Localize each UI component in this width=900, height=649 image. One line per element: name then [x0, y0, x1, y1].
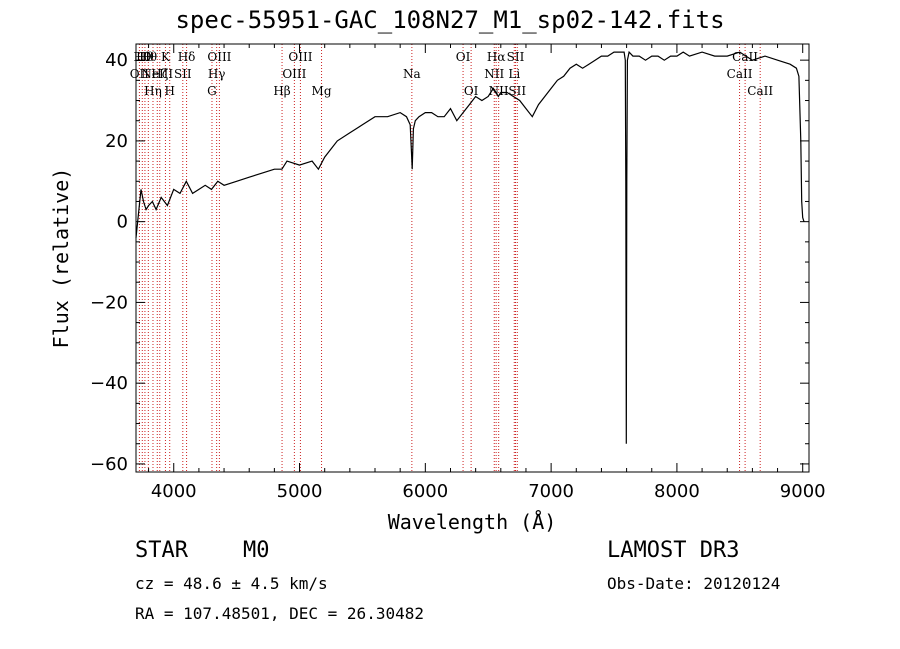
y-tick-label: −40	[90, 373, 128, 394]
spectral-line-label: K	[161, 50, 171, 64]
spectral-line-label: SII	[174, 67, 192, 81]
y-tick-label: 40	[105, 50, 128, 71]
spectral-line-label: Hα	[487, 50, 506, 64]
x-tick-label: 4000	[151, 481, 197, 502]
x-tick-label: 9000	[780, 481, 826, 502]
spectral-line-markers	[138, 44, 761, 472]
survey-name: LAMOST DR3	[607, 538, 740, 563]
spectral-line-label: OI	[456, 50, 471, 64]
spectral-line-label: NII	[489, 84, 509, 98]
spectral-line-label: Li	[508, 67, 520, 81]
spectral-line-label: H	[164, 84, 174, 98]
observation-date: Obs-Date: 20120124	[607, 574, 781, 593]
y-axis-label: Flux (relative)	[49, 168, 73, 349]
redshift-cz: cz = 48.6 ± 4.5 km/s	[135, 574, 328, 593]
spectral-line-label: OIII	[282, 67, 306, 81]
spectral-line-label: Hη	[144, 84, 162, 98]
plot-axes	[135, 43, 810, 473]
object-class: STAR	[135, 538, 188, 563]
spectral-line-label: Hθ	[133, 50, 151, 64]
spectral-line-label: Hζ	[151, 67, 168, 81]
spectral-line-label: Hθ	[139, 50, 157, 64]
spectral-line-label: Na	[403, 67, 421, 81]
spectral-line-label: Hθ	[136, 50, 154, 64]
axis-ticks: 4000 5000 6000 7000 8000 9000 −60 −40 −20 0 20 40	[90, 44, 826, 502]
plot-frame	[135, 43, 810, 473]
chart-title: spec-55951-GAC_108N27_M1_sp02-142.fits	[175, 6, 725, 34]
spectral-line-label: NeIII	[141, 67, 173, 81]
x-tick-label: 7000	[528, 481, 574, 502]
spectral-line-label: SII	[507, 50, 525, 64]
y-tick-label: −60	[90, 454, 128, 475]
x-tick-label: 6000	[402, 481, 448, 502]
line-labels: OIIHθHθHθHηNeIIIHζKHSIIHδGHγOIIIHβOIIIOI…	[130, 50, 774, 98]
spectral-line-label: Mg	[312, 84, 332, 98]
spectral-line-label: SII	[508, 84, 526, 98]
object-subclass: M0	[243, 538, 270, 563]
spectral-line-label: OIII	[288, 50, 312, 64]
y-tick-label: −20	[90, 292, 128, 313]
spectral-line-label: Hδ	[178, 50, 196, 64]
x-tick-label: 8000	[654, 481, 700, 502]
spectrum-series	[135, 50, 805, 444]
spectrum-line	[135, 50, 805, 444]
spectral-line-label: CaII	[727, 67, 753, 81]
y-tick-label: 20	[105, 131, 128, 152]
spectral-line-label: OIII	[207, 50, 231, 64]
spectral-line-label: CaII	[732, 50, 758, 64]
ra-dec: RA = 107.48501, DEC = 26.30482	[135, 604, 424, 623]
y-tick-label: 0	[117, 212, 128, 233]
spectral-line-label: Hβ	[273, 84, 290, 98]
spectral-line-label: G	[207, 84, 217, 98]
spectral-line-label: OI	[464, 84, 479, 98]
spectral-line-label: OII	[130, 67, 150, 81]
spectral-line-label: NII	[484, 67, 504, 81]
spectral-line-label: Hγ	[208, 67, 226, 81]
x-tick-label: 5000	[277, 481, 323, 502]
spectral-line-label: CaII	[747, 84, 773, 98]
x-axis-label: Wavelength (Å)	[388, 510, 557, 534]
